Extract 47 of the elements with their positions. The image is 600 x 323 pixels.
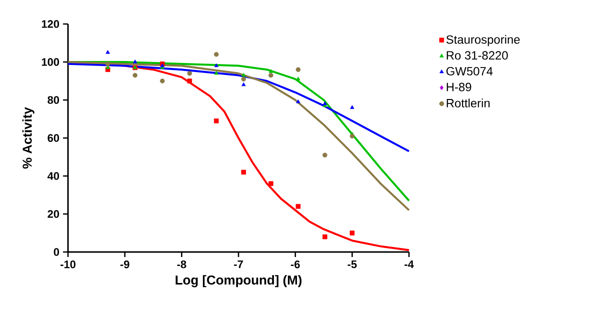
point bbox=[296, 76, 300, 80]
point bbox=[241, 76, 246, 82]
point bbox=[242, 82, 246, 86]
point bbox=[132, 72, 138, 78]
x-tick-label: -5 bbox=[348, 260, 357, 268]
x-tick-label: -7 bbox=[234, 260, 243, 268]
point bbox=[350, 230, 355, 236]
point bbox=[214, 71, 218, 75]
point bbox=[106, 50, 110, 54]
point bbox=[132, 60, 138, 64]
x-tick-label: -8 bbox=[177, 260, 186, 268]
point bbox=[350, 105, 354, 109]
point bbox=[268, 181, 274, 186]
x-tick-label: -4 bbox=[404, 260, 414, 268]
y-tick-label: 120 bbox=[42, 20, 60, 28]
y-axis-title: % Activity bbox=[22, 107, 34, 169]
y-tick-label: 40 bbox=[47, 172, 60, 180]
legend-label: Staurosporine bbox=[446, 35, 520, 46]
point bbox=[242, 72, 246, 77]
point bbox=[296, 204, 301, 209]
point bbox=[214, 63, 218, 68]
x-tick-label: -6 bbox=[290, 260, 300, 268]
point bbox=[187, 78, 192, 84]
x-tick-label: -9 bbox=[120, 260, 130, 268]
point bbox=[322, 234, 328, 240]
x-axis-title: Log [Compound] (M) bbox=[176, 275, 302, 288]
point bbox=[268, 69, 273, 73]
y-tick-label: 0 bbox=[54, 248, 60, 256]
point bbox=[160, 78, 165, 84]
point bbox=[322, 152, 328, 158]
point bbox=[296, 100, 300, 104]
point bbox=[241, 170, 246, 175]
point bbox=[105, 62, 110, 66]
legend-label: Ro 31-8220 bbox=[446, 51, 508, 60]
point bbox=[214, 52, 219, 57]
legend-label: Rottlerin bbox=[446, 98, 490, 108]
legend-label: GW5074 bbox=[446, 66, 493, 76]
line-series bbox=[67, 62, 410, 152]
y-tick-label: 100 bbox=[42, 58, 60, 66]
y-tick-label: 20 bbox=[48, 210, 60, 218]
legend-label: H-89 bbox=[446, 82, 472, 92]
y-tick-label: 80 bbox=[48, 96, 60, 104]
point bbox=[350, 134, 355, 138]
y-tick-label: 60 bbox=[48, 134, 60, 142]
x-tick-label: -10 bbox=[60, 260, 76, 268]
point bbox=[214, 118, 219, 124]
point bbox=[296, 67, 301, 72]
